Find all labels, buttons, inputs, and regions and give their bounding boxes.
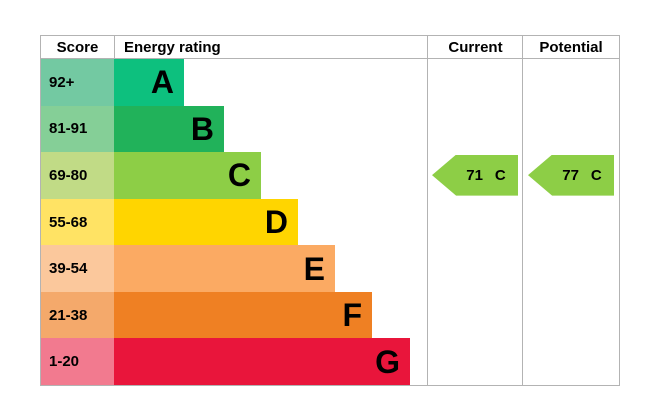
score-cell: 39-54 (41, 245, 114, 292)
band-bar: A (114, 59, 184, 106)
epc-table: Score Energy rating Current Potential 92… (40, 35, 620, 386)
band-bar: D (114, 198, 298, 246)
band-row: 55-68 D (41, 198, 619, 246)
energy-rating-column-header: Energy rating (124, 38, 221, 56)
band-bar: E (114, 245, 335, 292)
current-column-header: Current (448, 38, 503, 56)
band-row: 92+ A (41, 59, 619, 106)
band-row: 1-20 G (41, 338, 619, 386)
band-bar: B (114, 105, 224, 153)
band-row: 39-54 E (41, 245, 619, 292)
band-bar: G (114, 338, 410, 386)
score-cell: 55-68 (41, 198, 114, 246)
potential-rating-letter: C (590, 166, 602, 184)
band-row: 69-80 C (41, 152, 619, 199)
potential-rating-value: 77 (562, 166, 579, 184)
score-column-header: Score (41, 36, 115, 58)
score-cell: 81-91 (41, 105, 114, 153)
current-rating-value: 71 (466, 166, 483, 184)
score-cell: 21-38 (41, 291, 114, 339)
epc-table-inner: Score Energy rating Current Potential 92… (41, 36, 619, 386)
current-column-divider (427, 36, 428, 385)
score-cell: 92+ (41, 59, 114, 106)
score-cell: 1-20 (41, 338, 114, 386)
potential-column-header: Potential (539, 38, 603, 56)
band-row: 81-91 B (41, 105, 619, 153)
band-row: 21-38 F (41, 291, 619, 339)
band-bar: C (114, 152, 261, 199)
band-bar: F (114, 291, 372, 339)
potential-column-divider (522, 36, 523, 385)
band-rows: 92+ A 81-91 B 69-80 C 55-68 D 39-54 E 21… (41, 59, 619, 386)
current-rating-letter: C (494, 166, 506, 184)
score-cell: 69-80 (41, 152, 114, 199)
table-header-row: Score Energy rating Current Potential (41, 36, 619, 59)
